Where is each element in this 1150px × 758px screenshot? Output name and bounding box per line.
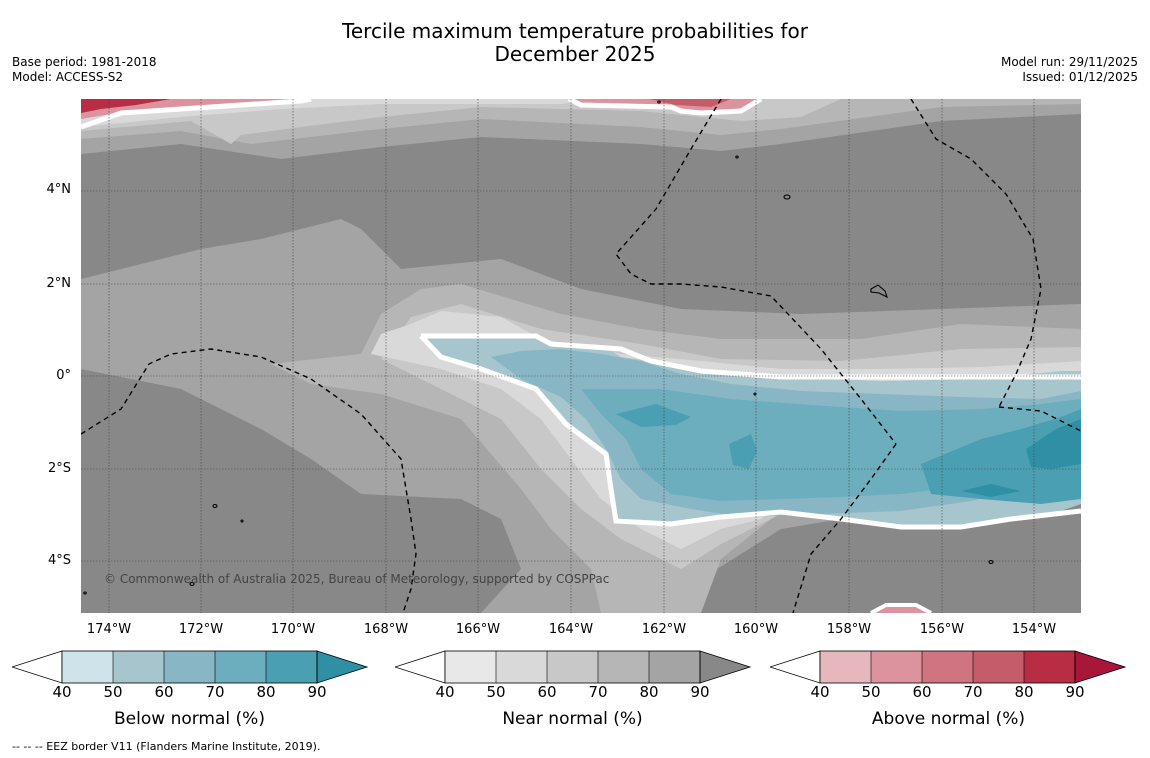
lon-label: 168°W [363,622,409,637]
colorbar-near-normal [395,650,752,684]
above-normal-north-west-high [81,99,171,113]
colorbar-segment [547,651,598,683]
colorbar-extend-low [770,650,821,684]
lat-label: 4°N [46,182,72,197]
legend-title-above-normal: Above normal (%) [871,709,1026,729]
lat-label: 4°S [47,553,71,568]
eez-borders [81,99,1081,613]
colorbar-segment [922,651,973,683]
colorbar-segment [445,651,496,683]
colorbar-tick-label: 50 [861,683,881,701]
below-normal-90-region [1026,419,1081,469]
lon-label: 162°W [641,622,687,637]
colorbar-segment [1024,651,1075,683]
contour-40-south [870,603,932,613]
colorbar-tick-label: 70 [205,683,225,701]
probability-map [81,99,1081,613]
colorbar-frame [444,650,701,684]
map-copyright: © Commonwealth of Australia 2025, Bureau… [104,572,610,586]
lon-label: 160°W [733,622,779,637]
title-line-2: December 2025 [494,42,656,66]
lon-label: 170°W [270,622,316,637]
below-normal-80-spot-1 [616,404,691,427]
colorbar-tick-label: 60 [154,683,174,701]
colorbar-segment [598,651,649,683]
lat-label: 2°N [46,276,72,291]
contour-40-equator [419,333,1081,530]
islands [83,100,994,595]
issued-date: Issued: 01/12/2025 [1022,70,1138,84]
colorbar-extend-high [316,650,369,684]
colorbar-segment [215,651,266,683]
colorbar-segment [649,651,700,683]
colorbar-tick-label: 40 [435,683,455,701]
colorbar-tick-label: 60 [912,683,932,701]
eez-footnote: -- -- -- EEZ border V11 (Flanders Marine… [12,740,321,753]
model-run: Model run: 29/11/2025 [1000,55,1138,69]
colorbar-extend-high [1074,650,1127,684]
colorbar-segment [113,651,164,683]
colorbar-tick-label: 50 [103,683,123,701]
below-normal-90-spot [961,484,1021,497]
colorbar-extend-low [12,650,63,684]
legend-title-near-normal: Near normal (%) [502,709,643,729]
colorbar-segment [871,651,922,683]
colorbar-tick-label: 90 [307,683,327,701]
colorbar-tick-label: 40 [810,683,830,701]
colorbar-tick-label: 70 [588,683,608,701]
colorbar-tick-label: 60 [537,683,557,701]
lon-label: 172°W [178,622,224,637]
lon-label: 158°W [826,622,872,637]
colorbar-segment [496,651,547,683]
colorbar-segment [820,651,871,683]
colorbar-tick-label: 80 [256,683,276,701]
below-normal-80-region [921,409,1081,504]
lon-label: 174°W [86,622,132,637]
colorbar-tick-label: 50 [486,683,506,701]
colorbar-segment [62,651,113,683]
colorbar-segment [973,651,1024,683]
model-name: Model: ACCESS-S2 [12,70,124,84]
colorbar-segment [164,651,215,683]
colorbar-tick-label: 40 [52,683,72,701]
colorbar-extend-high [699,650,752,684]
colorbar-extend-low [395,650,446,684]
lon-label: 154°W [1011,622,1057,637]
colorbar-tick-label: 90 [690,683,710,701]
lon-label: 164°W [548,622,594,637]
colorbar-below-normal [12,650,369,684]
near-normal-60-north [81,99,841,144]
colorbar-tick-label: 80 [639,683,659,701]
lat-label: 0° [56,368,71,383]
legend-title-below-normal: Below normal (%) [114,709,265,729]
colorbar-frame [61,650,318,684]
lon-label: 166°W [455,622,501,637]
lon-label: 156°W [919,622,965,637]
above-normal-north-centre-high [649,99,731,107]
base-period: Base period: 1981-2018 [12,55,157,69]
title-line-1: Tercile maximum temperature probabilitie… [342,19,808,43]
colorbar-frame [819,650,1076,684]
lat-label: 2°S [47,461,71,476]
colorbar-above-normal [770,650,1127,684]
contour-40-north-west [81,99,312,130]
contour-40-north-centre [567,99,763,116]
below-normal-80-spot-2 [729,434,757,469]
colorbar-segment [266,651,317,683]
colorbar-tick-label: 80 [1014,683,1034,701]
colorbar-tick-label: 90 [1065,683,1085,701]
colorbar-tick-label: 70 [963,683,983,701]
